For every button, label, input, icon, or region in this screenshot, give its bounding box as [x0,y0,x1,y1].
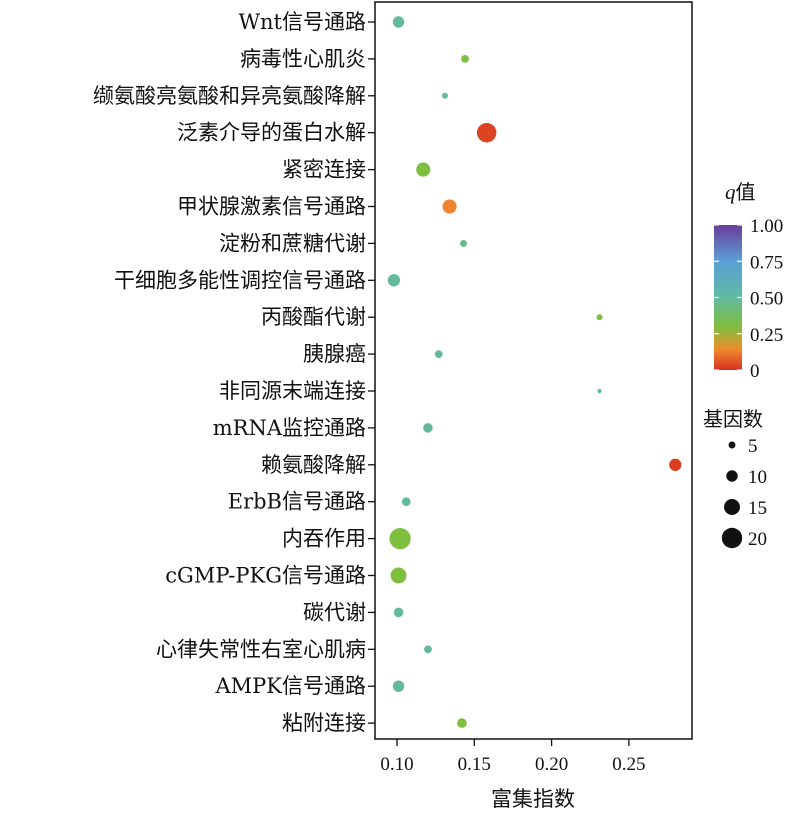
size-legend-dot [728,441,736,449]
size-legend-dot [726,470,738,482]
plot-frame [374,1,693,740]
y-tick-label: 内吞作用 [282,527,366,551]
x-tick-label: 0.25 [612,754,645,775]
q-color-legend: q值 0 0.25 0.50 0.75 1.00 [714,180,783,382]
y-tick-label: 缬氨酸亮氨酸和异亮氨酸降解 [93,84,366,108]
y-tick-label: AMPK信号通路 [215,674,367,698]
gene-count-size-legend: 基因数 5 10 15 20 [703,407,767,550]
colorbar-tick-label: 0.75 [750,252,783,273]
data-point [424,645,432,654]
x-axis: 0.10 0.15 0.20 0.25 [380,739,646,775]
data-point [392,680,405,692]
size-legend-label: 10 [748,467,767,488]
data-point [390,567,407,584]
data-point [387,274,401,287]
data-point [457,718,467,728]
y-tick-label: 淀粉和蔗糖代谢 [219,231,366,255]
q-legend-title: q值 [725,180,756,204]
data-point [423,423,433,433]
data-point [389,527,411,550]
colorbar-tick-label: 0 [750,361,760,382]
data-point [669,458,682,471]
y-tick-label: 泛素介导的蛋白水解 [177,121,366,145]
y-tick-label: 粘附连接 [282,711,366,735]
size-legend-dot [721,527,743,549]
colorbar-tick-label: 0.25 [750,325,783,346]
y-tick-label: 紧密连接 [282,158,366,182]
data-point [441,92,448,99]
data-points [387,16,682,728]
x-tick-label: 0.15 [458,754,491,775]
data-point [401,497,411,507]
y-tick-label: 心律失常性右室心肌病 [156,637,366,661]
y-tick-label: 病毒性心肌炎 [240,47,366,71]
y-tick-label: 甲状腺激素信号通路 [177,195,366,219]
data-point [416,162,431,177]
y-tick-label: mRNA监控通路 [213,416,366,440]
data-point [434,350,443,358]
y-tick-label: 非同源末端连接 [219,379,366,403]
x-tick-label: 0.20 [535,754,568,775]
y-tick-label: cGMP-PKG信号通路 [165,564,366,588]
y-tick-label: 干细胞多能性调控信号通路 [114,268,366,292]
y-tick-label: 碳代谢 [303,600,366,624]
colorbar-tick-label: 1.00 [750,216,783,237]
data-point [460,239,467,247]
size-legend-label: 20 [748,529,767,550]
y-tick-label: 赖氨酸降解 [261,453,366,477]
data-point [392,16,405,28]
y-tick-label: Wnt信号通路 [238,10,366,34]
data-point [596,314,603,321]
data-point [393,607,404,618]
y-tick-label: 丙酸酯代谢 [261,305,366,329]
size-legend-label: 5 [748,436,758,457]
data-point [442,199,457,214]
x-tick-label: 0.10 [380,754,413,775]
data-point [461,55,469,63]
y-tick-label: 胰腺癌 [303,342,366,366]
size-legend-dot [724,499,740,515]
data-point [597,388,602,394]
colorbar-tick-label: 0.50 [750,289,783,310]
size-legend-title: 基因数 [703,407,763,431]
size-legend-label: 15 [748,498,767,519]
y-axis: Wnt信号通路病毒性心肌炎缬氨酸亮氨酸和异亮氨酸降解泛素介导的蛋白水解紧密连接甲… [93,10,375,735]
y-tick-label: ErbB信号通路 [228,490,366,514]
x-axis-title: 富集指数 [491,787,575,811]
data-point [476,122,497,143]
